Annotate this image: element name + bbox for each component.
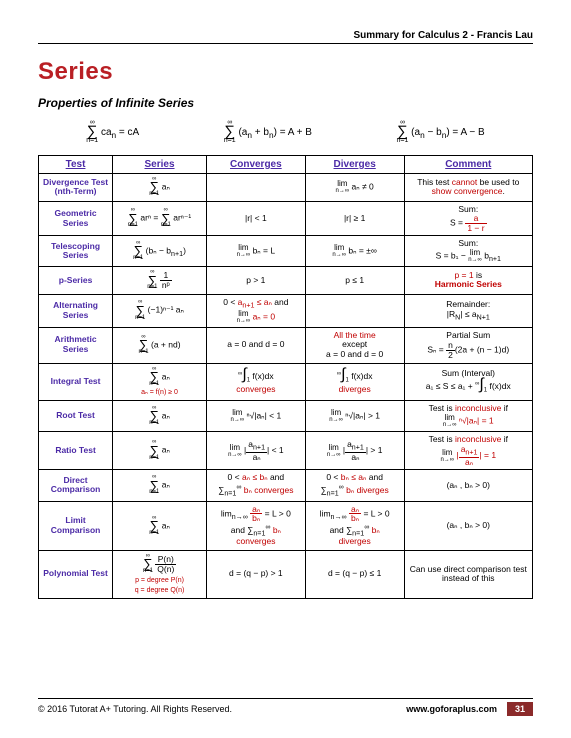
test-name: Ratio Test (39, 432, 113, 470)
table-row: Polynomial Test∞∑n=1 P(n)Q(n)p = degree … (39, 551, 533, 599)
table-row: Alternating Series∞∑n=1 (−1)ⁿ⁻¹ aₙ0 < an… (39, 294, 533, 327)
diverges-cell: limn→∞ bₙ = ±∞ (305, 236, 404, 267)
test-name: Integral Test (39, 363, 113, 401)
table-row: Limit Comparison∞∑n=1 aₙlimn→∞ aₙbₙ = L … (39, 501, 533, 550)
comment-cell: (aₙ , bₙ > 0) (404, 470, 532, 501)
series-cell: ∞∑n=1 arⁿ = ∞∑n=1 arⁿ⁻¹ (113, 201, 207, 236)
table-row: p-Series∞∑n=1 1nᵖp > 1p ≤ 1p = 1 isHarmo… (39, 267, 533, 295)
series-cell: ∞∑n=1 aₙ (113, 174, 207, 202)
converges-cell: d = (q − p) > 1 (206, 551, 305, 599)
table-row: Arithmetic Series∞∑n=1 (a + nd)a = 0 and… (39, 327, 533, 363)
footer-copyright: © 2016 Tutorat A+ Tutoring. All Rights R… (38, 704, 232, 714)
col-converges: Converges (206, 155, 305, 174)
series-cell: ∞∑n=1 aₙ (113, 470, 207, 501)
test-name: Direct Comparison (39, 470, 113, 501)
converges-cell: limn→∞ bₙ = L (206, 236, 305, 267)
converges-cell: limn→∞ |an+1aₙ| < 1 (206, 432, 305, 470)
series-tests-table: Test Series Converges Diverges Comment D… (38, 155, 533, 599)
test-name: Root Test (39, 401, 113, 432)
table-row: Ratio Test∞∑n=1 aₙlimn→∞ |an+1aₙ| < 1lim… (39, 432, 533, 470)
series-cell: ∞∑n=1 P(n)Q(n)p = degree P(n)q = degree … (113, 551, 207, 599)
comment-cell: Test is inconclusive iflimn→∞ ⁿ√|aₙ| = 1 (404, 401, 532, 432)
series-cell: ∞∑n=1 aₙ (113, 501, 207, 550)
series-cell: ∞∑n=1 aₙ (113, 432, 207, 470)
comment-cell: Sum (Interval)a₁ ≤ S ≤ a₁ + ∞∫1 f(x)dx (404, 363, 532, 401)
page-title: Series (38, 58, 533, 86)
converges-cell: ∞∫1 f(x)dx converges (206, 363, 305, 401)
comment-cell: Can use direct comparison test instead o… (404, 551, 532, 599)
series-cell: ∞∑n=1 aₙaₙ = f(n) ≥ 0 (113, 363, 207, 401)
diverges-cell: ∞∫1 f(x)dx diverges (305, 363, 404, 401)
comment-cell: Test is inconclusive iflimn→∞ |an+1aₙ| =… (404, 432, 532, 470)
series-cell: ∞∑n=1 (−1)ⁿ⁻¹ aₙ (113, 294, 207, 327)
diverges-cell (305, 294, 404, 327)
diverges-cell: p ≤ 1 (305, 267, 404, 295)
comment-cell: Sum:S = b₁ − limn→∞ bn+1 (404, 236, 532, 267)
converges-cell: limn→∞ ⁿ√|aₙ| < 1 (206, 401, 305, 432)
test-name: Geometric Series (39, 201, 113, 236)
comment-cell: This test cannot be used to show converg… (404, 174, 532, 202)
table-row: Direct Comparison∞∑n=1 aₙ0 < aₙ ≤ bₙ and… (39, 470, 533, 501)
converges-cell: limn→∞ aₙbₙ = L > 0and ∑n=1∞ bₙconverges (206, 501, 305, 550)
diverges-cell: limn→∞ |an+1aₙ| > 1 (305, 432, 404, 470)
property-1-text: can = cA (101, 127, 139, 138)
diverges-cell: limn→∞ aₙ ≠ 0 (305, 174, 404, 202)
test-name: Arithmetic Series (39, 327, 113, 363)
test-name: Divergence Test (nth-Term) (39, 174, 113, 202)
converges-cell: p > 1 (206, 267, 305, 295)
test-name: Polynomial Test (39, 551, 113, 599)
series-cell: ∞∑n=1 (bₙ − bn+1) (113, 236, 207, 267)
property-3: ∞∑n=1 (an − bn) = A − B (397, 120, 485, 145)
section-subtitle: Properties of Infinite Series (38, 96, 533, 110)
table-row: Divergence Test (nth-Term)∞∑n=1 aₙ limn→∞… (39, 174, 533, 202)
converges-cell: |r| < 1 (206, 201, 305, 236)
converges-cell: 0 < an+1 ≤ aₙ andlimn→∞ aₙ = 0 (206, 294, 305, 327)
col-comment: Comment (404, 155, 532, 174)
property-1: ∞∑n=1 can = cA (86, 120, 139, 145)
diverges-cell: 0 < bₙ ≤ aₙ and∑n=1∞ bₙ diverges (305, 470, 404, 501)
comment-cell: (aₙ , bₙ > 0) (404, 501, 532, 550)
diverges-cell: |r| ≥ 1 (305, 201, 404, 236)
diverges-cell: limn→∞ aₙbₙ = L > 0and ∑n=1∞ bₙdiverges (305, 501, 404, 550)
property-2: ∞∑n=1 (an + bn) = A + B (224, 120, 312, 145)
comment-cell: Sum:S = a1 − r (404, 201, 532, 236)
test-name: Limit Comparison (39, 501, 113, 550)
converges-cell (206, 174, 305, 202)
diverges-cell: d = (q − p) ≤ 1 (305, 551, 404, 599)
test-name: Alternating Series (39, 294, 113, 327)
table-header-row: Test Series Converges Diverges Comment (39, 155, 533, 174)
diverges-cell: All the timeexcepta = 0 and d = 0 (305, 327, 404, 363)
series-cell: ∞∑n=1 1nᵖ (113, 267, 207, 295)
table-row: Integral Test∞∑n=1 aₙaₙ = f(n) ≥ 0∞∫1 f(… (39, 363, 533, 401)
comment-cell: Partial SumSₙ = n2(2a + (n − 1)d) (404, 327, 532, 363)
col-diverges: Diverges (305, 155, 404, 174)
comment-cell: p = 1 isHarmonic Series (404, 267, 532, 295)
table-body: Divergence Test (nth-Term)∞∑n=1 aₙlimn→∞… (39, 174, 533, 599)
diverges-cell: limn→∞ ⁿ√|aₙ| > 1 (305, 401, 404, 432)
page-header: Summary for Calculus 2 - Francis Lau (38, 30, 533, 44)
comment-cell: Remainder:|RN| ≤ aN+1 (404, 294, 532, 327)
table-row: Geometric Series∞∑n=1 arⁿ = ∞∑n=1 arⁿ⁻¹|… (39, 201, 533, 236)
table-row: Telescoping Series∞∑n=1 (bₙ − bn+1)limn→… (39, 236, 533, 267)
converges-cell: 0 < aₙ ≤ bₙ and∑n=1∞ bₙ converges (206, 470, 305, 501)
property-2-text: (an + bn) = A + B (238, 127, 312, 138)
converges-cell: a = 0 and d = 0 (206, 327, 305, 363)
table-row: Root Test∞∑n=1 aₙlimn→∞ ⁿ√|aₙ| < 1limn→∞… (39, 401, 533, 432)
series-properties-row: ∞∑n=1 can = cA ∞∑n=1 (an + bn) = A + B ∞… (38, 120, 533, 145)
test-name: Telescoping Series (39, 236, 113, 267)
page-number: 31 (507, 702, 533, 716)
series-cell: ∞∑n=1 (a + nd) (113, 327, 207, 363)
footer-url: www.goforaplus.com (406, 704, 497, 714)
page-footer: © 2016 Tutorat A+ Tutoring. All Rights R… (38, 698, 533, 716)
col-series: Series (113, 155, 207, 174)
col-test: Test (39, 155, 113, 174)
series-cell: ∞∑n=1 aₙ (113, 401, 207, 432)
test-name: p-Series (39, 267, 113, 295)
property-3-text: (an − bn) = A − B (411, 127, 485, 138)
